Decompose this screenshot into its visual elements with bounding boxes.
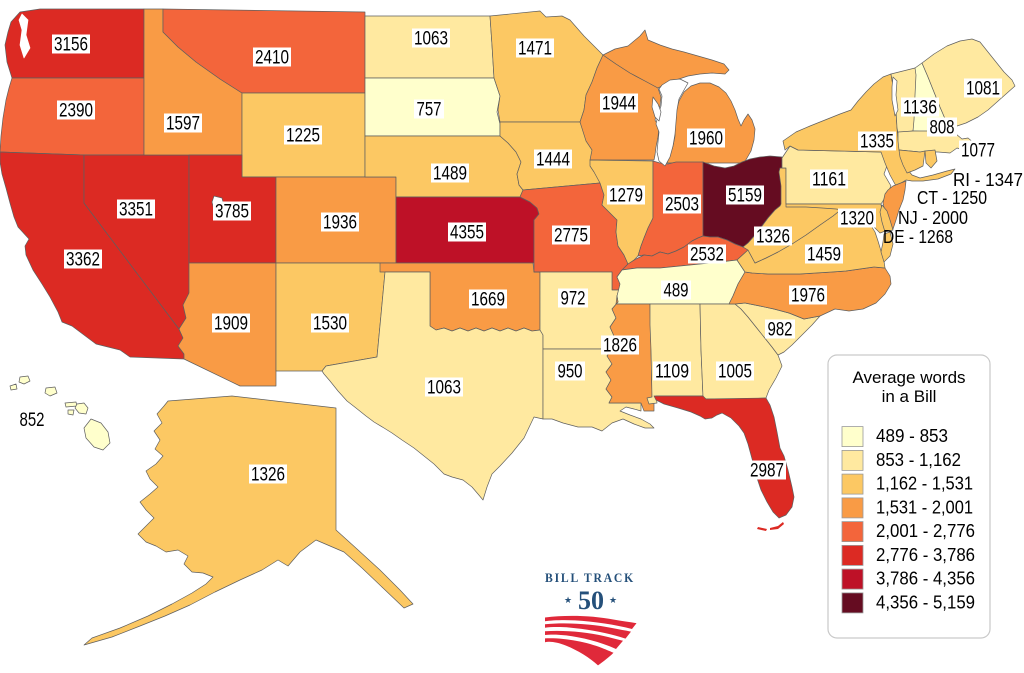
svg-text:4355: 4355 [450, 223, 484, 244]
svg-text:489: 489 [664, 281, 689, 302]
svg-text:1909: 1909 [214, 314, 248, 335]
svg-text:3351: 3351 [119, 200, 153, 221]
svg-text:2,776 - 3,786: 2,776 - 3,786 [876, 544, 975, 565]
svg-text:★: ★ [564, 595, 572, 605]
svg-text:1326: 1326 [756, 227, 790, 248]
svg-text:1109: 1109 [655, 362, 689, 383]
svg-text:1326: 1326 [251, 465, 285, 486]
svg-text:1320: 1320 [840, 209, 874, 230]
svg-text:1279: 1279 [609, 186, 643, 207]
svg-text:NJ - 2000: NJ - 2000 [898, 208, 968, 228]
svg-text:50: 50 [578, 586, 604, 615]
svg-text:3785: 3785 [215, 202, 249, 223]
svg-text:5159: 5159 [728, 186, 762, 207]
svg-text:808: 808 [930, 118, 955, 139]
svg-text:982: 982 [768, 320, 793, 341]
svg-text:852: 852 [20, 410, 45, 431]
svg-text:1597: 1597 [166, 114, 200, 135]
svg-text:972: 972 [561, 289, 586, 310]
svg-text:1081: 1081 [966, 79, 1000, 100]
svg-text:in a Bill: in a Bill [882, 387, 937, 406]
svg-text:1,162 - 1,531: 1,162 - 1,531 [876, 473, 973, 494]
svg-text:2987: 2987 [750, 461, 784, 482]
svg-text:★: ★ [609, 595, 617, 605]
svg-text:1063: 1063 [427, 378, 461, 399]
svg-text:2,001 - 2,776: 2,001 - 2,776 [876, 520, 975, 541]
svg-text:1489: 1489 [433, 164, 467, 185]
svg-text:1960: 1960 [689, 129, 723, 150]
svg-text:2775: 2775 [554, 226, 588, 247]
svg-text:3,786 - 4,356: 3,786 - 4,356 [876, 568, 975, 589]
svg-text:1,531 - 2,001: 1,531 - 2,001 [876, 496, 973, 517]
svg-text:2390: 2390 [59, 101, 93, 122]
svg-text:3156: 3156 [54, 35, 88, 56]
svg-text:2410: 2410 [255, 48, 289, 69]
svg-text:489 - 853: 489 - 853 [876, 425, 948, 446]
svg-text:1335: 1335 [860, 132, 894, 153]
svg-text:757: 757 [417, 100, 442, 121]
svg-text:1459: 1459 [807, 245, 841, 266]
svg-text:BILL TRACK: BILL TRACK [545, 570, 635, 585]
svg-text:853 - 1,162: 853 - 1,162 [876, 449, 961, 470]
svg-text:2532: 2532 [690, 245, 724, 266]
svg-text:4,356 - 5,159: 4,356 - 5,159 [876, 591, 975, 612]
svg-text:1826: 1826 [603, 336, 637, 357]
svg-text:1444: 1444 [536, 150, 570, 171]
svg-text:1530: 1530 [313, 314, 347, 335]
svg-text:RI - 1347: RI - 1347 [953, 170, 1023, 190]
svg-text:Average words: Average words [852, 368, 965, 387]
svg-text:3362: 3362 [66, 250, 100, 271]
svg-text:1936: 1936 [323, 213, 357, 234]
svg-text:CT - 1250: CT - 1250 [917, 188, 987, 208]
svg-text:1669: 1669 [471, 290, 505, 311]
svg-text:1005: 1005 [718, 362, 752, 383]
svg-text:1471: 1471 [518, 39, 552, 60]
svg-text:1136: 1136 [903, 98, 937, 119]
svg-text:1063: 1063 [414, 29, 448, 50]
svg-text:1225: 1225 [286, 126, 320, 147]
svg-text:1077: 1077 [961, 141, 995, 162]
svg-text:DE - 1268: DE - 1268 [883, 227, 953, 247]
svg-text:2503: 2503 [665, 195, 699, 216]
svg-text:950: 950 [558, 362, 583, 383]
svg-text:1976: 1976 [791, 286, 825, 307]
svg-text:1161: 1161 [812, 170, 846, 191]
svg-text:1944: 1944 [602, 94, 636, 115]
